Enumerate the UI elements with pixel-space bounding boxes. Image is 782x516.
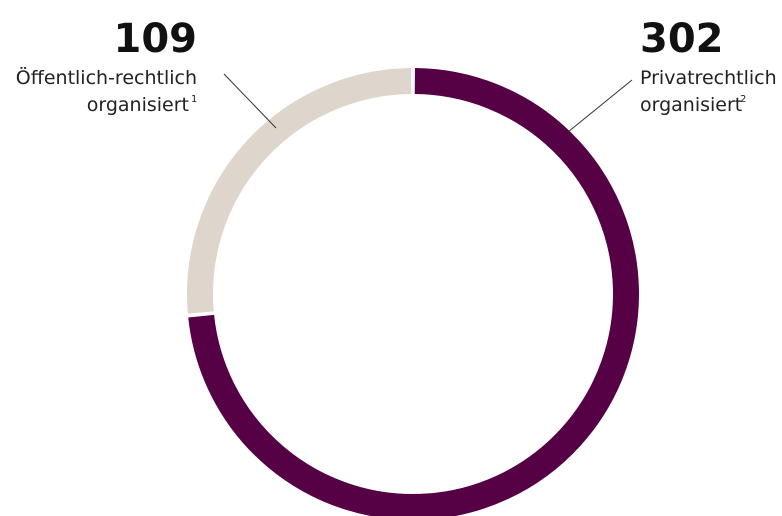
footnote-marker-public: 1	[191, 94, 197, 105]
footnote-marker-private: 2	[740, 94, 746, 105]
slice-private	[188, 68, 639, 516]
value-label-public: 109	[114, 16, 198, 62]
leader-line-private	[567, 79, 633, 133]
leader-line-public	[223, 73, 277, 129]
slice-public	[187, 68, 412, 314]
value-label-private: 302	[640, 16, 724, 62]
donut-slices	[187, 68, 639, 516]
category-label-public-line1: Öffentlich-rechtlich	[16, 66, 197, 89]
category-label-private-line2: organisiert	[640, 94, 742, 116]
category-label-public-line2: organisiert	[87, 94, 189, 116]
category-label-private-line1: Privatrechtlich	[640, 67, 777, 89]
